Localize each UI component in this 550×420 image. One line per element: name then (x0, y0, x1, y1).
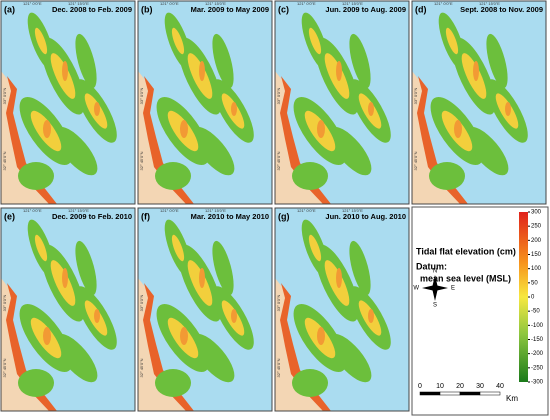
map-panel: (e) Dec. 2009 to Feb. 2010 121° 0'0"E 121° … (0, 207, 136, 412)
compass-e: E (451, 286, 455, 292)
colorbar-label: -250 (531, 365, 544, 371)
scale-segment (439, 391, 461, 396)
lat-label: 33° 0'0"N (276, 88, 281, 105)
panel-frame (274, 0, 410, 205)
scale-segment (459, 391, 481, 396)
panel-frame (274, 207, 410, 412)
map-panel: (a) Dec. 2008 to Feb. 2009 121° 0'0"E 121° … (0, 0, 136, 205)
lat-label: 33° 0'0"N (2, 88, 7, 105)
lon-label: 121° 0'0"E (23, 1, 42, 6)
panel-title: Jun. 2009 to Aug. 2009 (325, 5, 406, 14)
scale-segment (419, 391, 441, 396)
map-image (1, 1, 135, 204)
map-image (275, 1, 409, 204)
colorbar-label: 250 (531, 224, 542, 230)
lat-label: 33° 0'0"N (139, 295, 144, 312)
compass: N S E W (413, 269, 455, 309)
lat-label: 32° 45'0"N (139, 358, 144, 377)
panel-label: (c) (278, 4, 289, 14)
map-panel: (b) Mar. 2009 to May 2009 121° 0'0"E 121° 1… (137, 0, 273, 205)
panel-label: (d) (415, 4, 427, 14)
lat-label: 32° 45'0"N (2, 358, 7, 377)
panel-title: Sept. 2008 to Nov. 2009 (460, 5, 543, 14)
panel-title: Mar. 2009 to May 2009 (191, 5, 269, 14)
colorbar-label: 0 (531, 295, 535, 301)
panel-label: (e) (4, 211, 15, 221)
colorbar (519, 212, 528, 382)
panel-title: Mar. 2010 to May 2010 (191, 212, 269, 221)
panel-label: (b) (141, 4, 153, 14)
map-panel: (g) Jun. 2010 to Aug. 2010 121° 0'0"E 121° … (274, 207, 410, 412)
panel-label: (f) (141, 211, 150, 221)
map-image (1, 208, 135, 411)
colorbar-label: 150 (531, 252, 542, 258)
scale-label: 0 (418, 383, 422, 390)
scale-label: 40 (496, 383, 504, 390)
scale-label: 30 (476, 383, 484, 390)
legend-panel: Tidal flat elevation (cm) Datum: mean se… (411, 206, 549, 416)
lon-label: 121° 15'0"E (205, 208, 226, 213)
compass-n: N (433, 269, 437, 275)
scale-label: 10 (436, 383, 444, 390)
colorbar-label: -200 (531, 351, 544, 357)
map-image (138, 208, 272, 411)
compass-s: S (433, 303, 437, 309)
panel-frame (411, 0, 547, 205)
lon-label: 121° 0'0"E (297, 208, 316, 213)
panel-frame (0, 207, 136, 412)
panels: (a) Dec. 2008 to Feb. 2009 121° 0'0"E 121° … (0, 0, 547, 412)
lat-label: 33° 0'0"N (2, 295, 7, 312)
lat-label: 32° 45'0"N (276, 151, 281, 170)
legend-datum-value: mean sea level (MSL) (420, 273, 511, 283)
colorbar-label: 50 (531, 280, 538, 286)
lon-label: 121° 0'0"E (160, 1, 179, 6)
lon-label: 121° 0'0"E (23, 208, 42, 213)
lat-label: 33° 0'0"N (139, 88, 144, 105)
scale-segment (479, 391, 501, 396)
colorbar-label: -50 (531, 309, 540, 315)
panel-title: Jun. 2010 to Aug. 2010 (325, 212, 406, 221)
panel-title: Dec. 2009 to Feb. 2010 (52, 212, 132, 221)
lon-label: 121° 0'0"E (434, 1, 453, 6)
lat-label: 32° 45'0"N (2, 151, 7, 170)
lat-label: 32° 45'0"N (139, 151, 144, 170)
map-panel: (d) Sept. 2008 to Nov. 2009 121° 0'0"E 121°… (411, 0, 547, 205)
lat-label: 33° 0'0"N (413, 88, 418, 105)
scale-label: 20 (456, 383, 464, 390)
legend-title: Tidal flat elevation (cm) (416, 246, 516, 256)
panel-frame (137, 207, 273, 412)
lon-label: 121° 15'0"E (68, 1, 89, 6)
lon-label: 121° 15'0"E (479, 1, 500, 6)
panel-title: Dec. 2008 to Feb. 2009 (52, 5, 132, 14)
panel-frame (137, 0, 273, 205)
lon-label: 121° 0'0"E (297, 1, 316, 6)
map-image (138, 1, 272, 204)
colorbar-label: -150 (531, 337, 544, 343)
legend-datum: Datum: (416, 261, 447, 271)
lat-label: 33° 0'0"N (276, 295, 281, 312)
lat-label: 32° 45'0"N (413, 151, 418, 170)
lon-label: 121° 0'0"E (160, 208, 179, 213)
panel-frame (0, 0, 136, 205)
lon-label: 121° 15'0"E (342, 1, 363, 6)
lon-label: 121° 15'0"E (68, 208, 89, 213)
lat-label: 32° 45'0"N (276, 358, 281, 377)
map-panel: (c) Jun. 2009 to Aug. 2009 121° 0'0"E 121° … (274, 0, 410, 205)
lon-label: 121° 15'0"E (205, 1, 226, 6)
panel-label: (g) (278, 211, 290, 221)
map-image (412, 1, 546, 204)
scale-unit: Km (506, 394, 518, 403)
colorbar-label: 200 (531, 238, 542, 244)
colorbar-label: -100 (531, 323, 544, 329)
map-image (275, 208, 409, 411)
map-panel: (f) Mar. 2010 to May 2010 121° 0'0"E 121° 1… (137, 207, 273, 412)
panel-label: (a) (4, 4, 15, 14)
compass-w: W (413, 286, 419, 292)
colorbar-label: 300 (531, 210, 542, 216)
lon-label: 121° 15'0"E (342, 208, 363, 213)
colorbar-label: -300 (531, 380, 544, 386)
colorbar-label: 100 (531, 266, 542, 272)
